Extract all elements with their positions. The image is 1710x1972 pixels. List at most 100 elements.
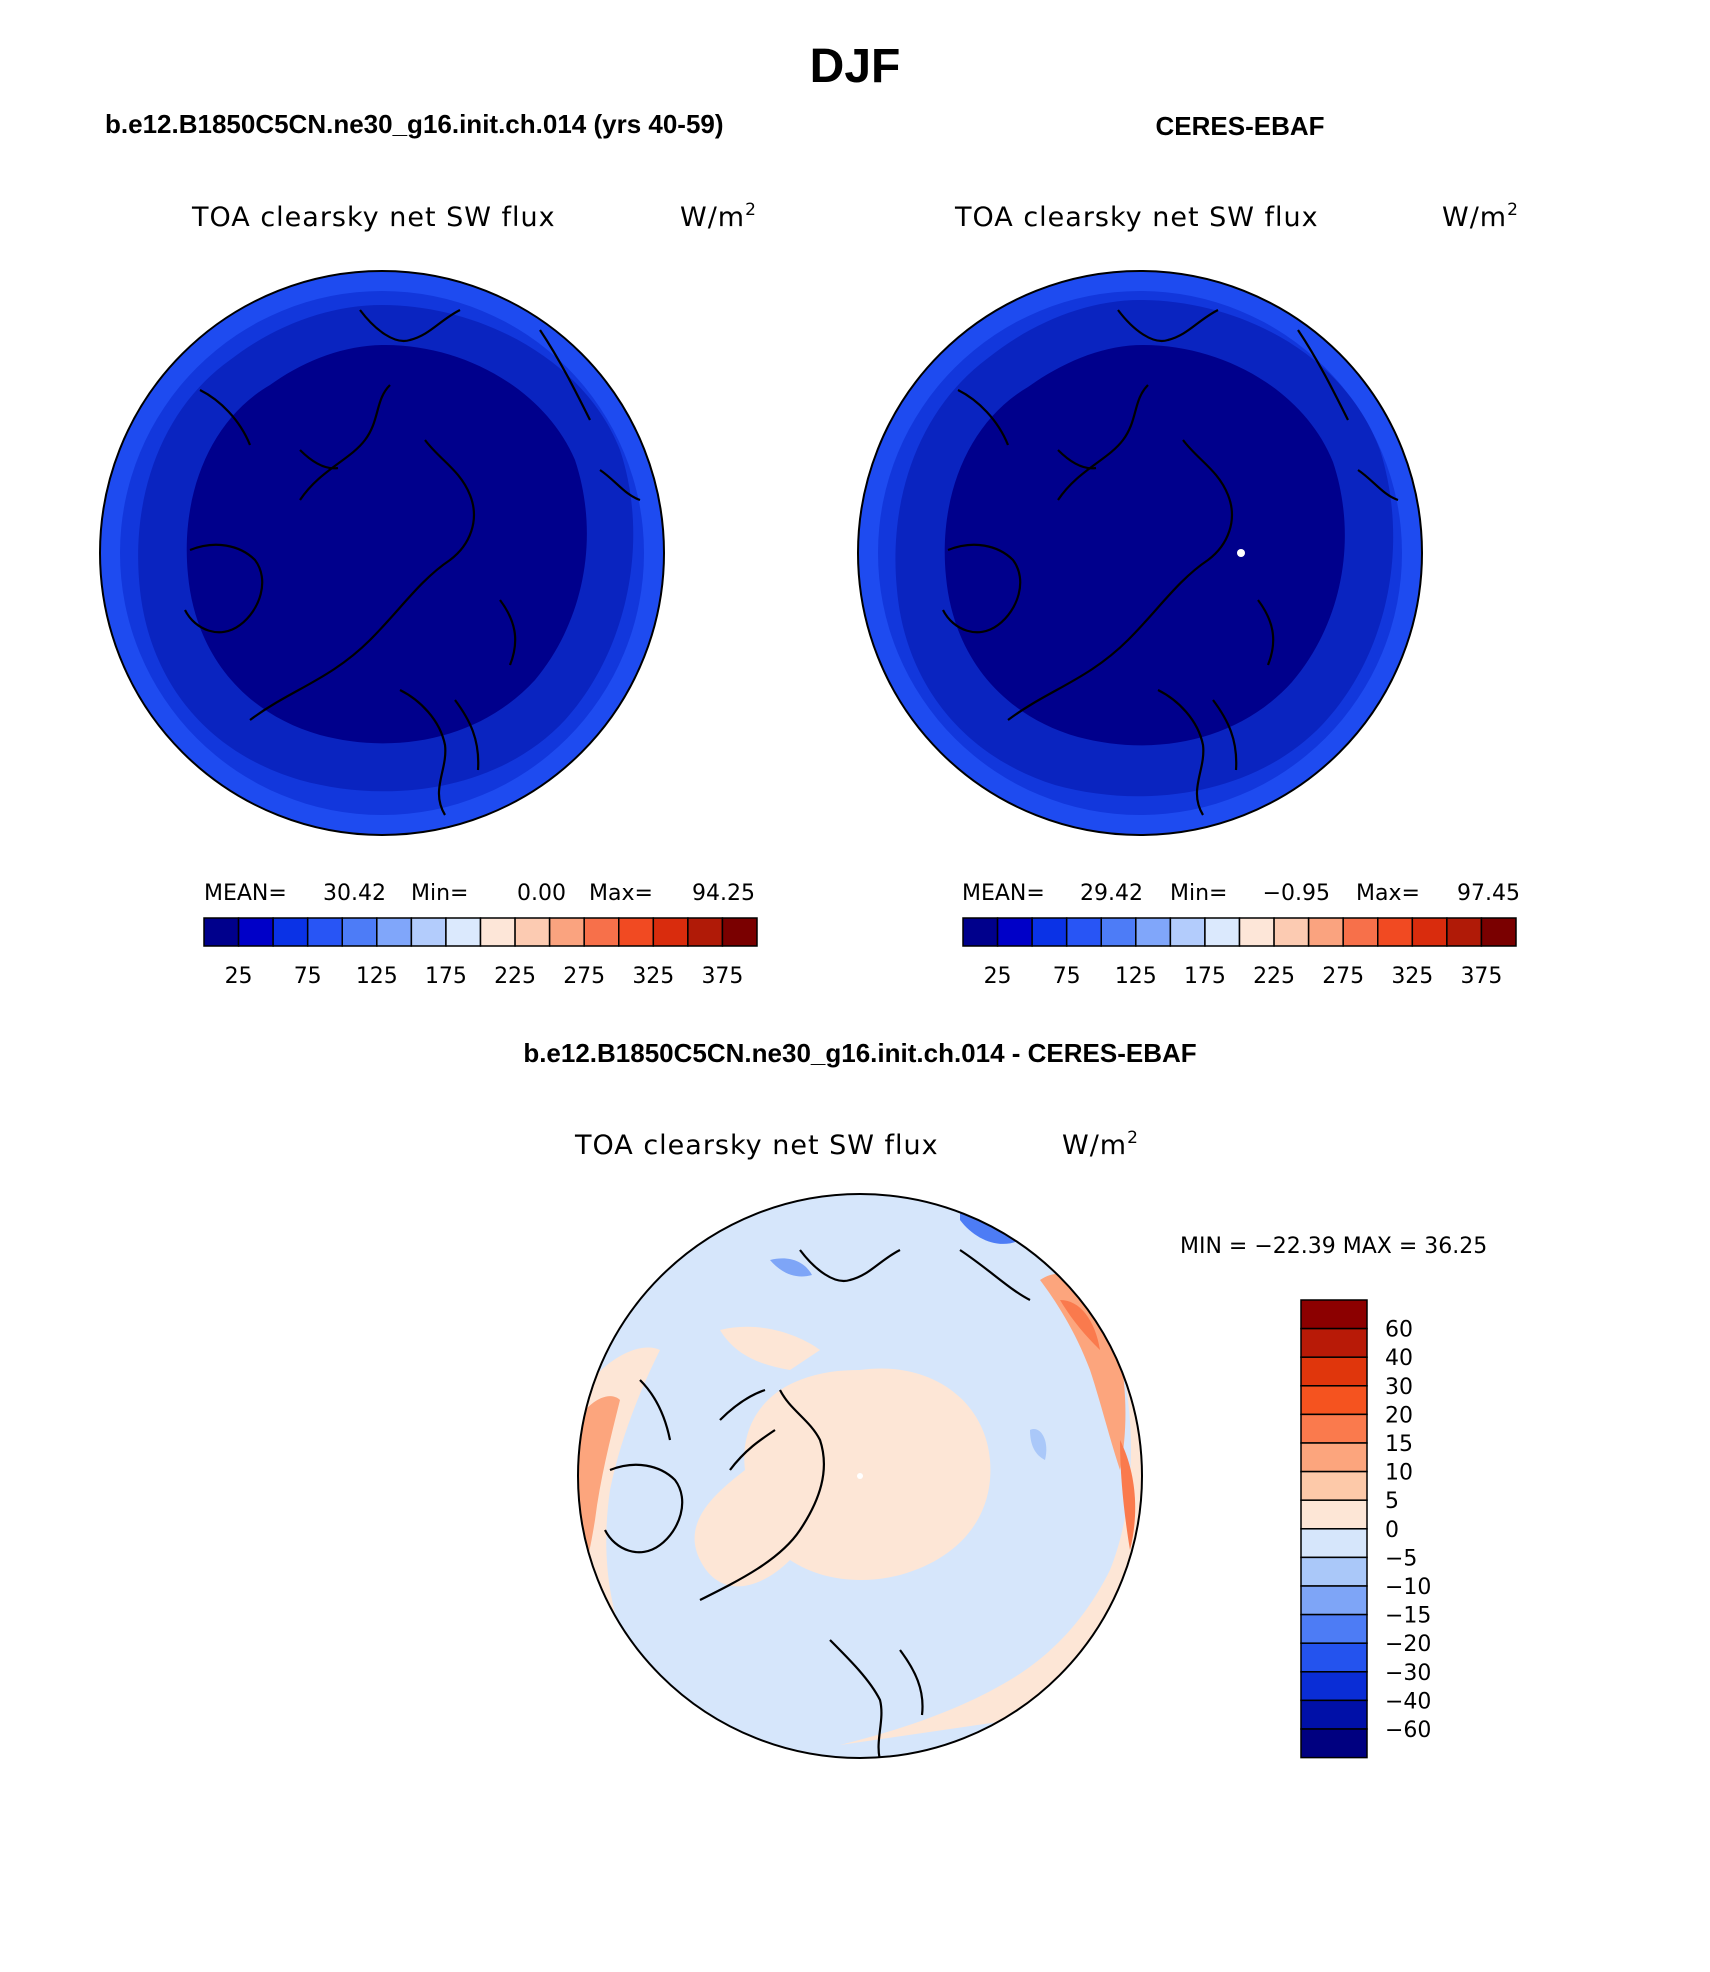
panel-obs-colorbar-swatch — [1480, 917, 1517, 947]
panel-model-units: W/m2 — [680, 200, 757, 233]
panel-difference-colorbar-label: 60 — [1385, 1318, 1413, 1343]
panel-difference-colorbar-swatch — [1300, 1442, 1368, 1473]
panel-obs-colorbar-tick-label: 175 — [1184, 964, 1226, 989]
panel-difference-colorbar-label: −60 — [1385, 1718, 1431, 1743]
panel-obs-colorbar-swatch — [1273, 917, 1310, 947]
panel-difference-colorbar-swatch — [1300, 1585, 1368, 1616]
panel-difference-colorbar-label: −20 — [1385, 1632, 1431, 1657]
panel-model-colorbar-tick-label: 175 — [425, 964, 467, 989]
panel-difference-title: b.e12.B1850C5CN.ne30_g16.init.ch.014 - C… — [523, 1038, 1196, 1068]
panel-model-colorbar-swatch — [514, 917, 551, 947]
panel-obs-colorbar-swatch — [1100, 917, 1137, 947]
panel-difference-colorbar-swatch — [1300, 1642, 1368, 1673]
panel-obs-colorbar-swatch — [1342, 917, 1379, 947]
panel-obs-units: W/m2 — [1442, 200, 1519, 233]
panel-obs-colorbar-tick-label: 275 — [1322, 964, 1364, 989]
panel-difference-colorbar-swatch — [1300, 1413, 1368, 1444]
panel-obs: CERES-EBAF TOA clearsky net SW flux W/m2… — [857, 111, 1520, 989]
panel-difference-colorbar-swatch — [1300, 1699, 1368, 1730]
panel-model-colorbar-swatch — [203, 917, 240, 947]
panel-obs-mean: 29.42 — [1080, 881, 1143, 906]
panel-model-colorbar-tick-label: 325 — [632, 964, 674, 989]
panel-difference-colorbar-swatch — [1300, 1671, 1368, 1702]
panel-obs-max-label: Max= — [1356, 881, 1420, 906]
panel-obs-colorbar-swatch — [1238, 917, 1275, 947]
panel-model-map-border — [99, 270, 665, 836]
panel-difference-colorbar-label: 40 — [1385, 1346, 1413, 1371]
panel-obs-colorbar-swatch — [962, 917, 999, 947]
panel-difference-colorbar-swatch — [1300, 1470, 1368, 1501]
panel-model-colorbar: 25 75 125 175 225 275 325 375 — [203, 917, 758, 989]
panel-difference-colorbar-label: 0 — [1385, 1518, 1399, 1543]
season-title: DJF — [810, 40, 901, 93]
panel-difference-map-border — [577, 1193, 1143, 1759]
panel-obs-min: −0.95 — [1263, 881, 1330, 906]
panel-model-colorbar-tick-label: 375 — [701, 964, 743, 989]
panel-difference-colorbar-swatch — [1300, 1385, 1368, 1416]
panel-obs-colorbar-tick-label: 75 — [1053, 964, 1081, 989]
panel-difference-colorbar-swatch — [1300, 1728, 1368, 1759]
panel-difference-colorbar-label: −5 — [1385, 1546, 1417, 1571]
panel-obs-colorbar-swatch — [1031, 917, 1068, 947]
panel-difference-colorbar-swatch — [1300, 1499, 1368, 1530]
panel-obs-mean-label: MEAN= — [962, 881, 1045, 906]
panel-difference-colorbar-swatch — [1300, 1613, 1368, 1644]
panel-obs-map — [858, 271, 1422, 835]
panel-difference-variable: TOA clearsky net SW flux — [574, 1130, 939, 1161]
panel-obs-colorbar-swatch — [1307, 917, 1344, 947]
panel-obs-colorbar-swatch — [1204, 917, 1241, 947]
panel-model-colorbar-swatch — [652, 917, 689, 947]
panel-model-max-label: Max= — [589, 881, 653, 906]
panel-difference-colorbar-label: −30 — [1385, 1661, 1431, 1686]
panel-model-variable: TOA clearsky net SW flux — [191, 202, 556, 233]
panel-obs-variable: TOA clearsky net SW flux — [954, 202, 1319, 233]
panel-obs-colorbar-tick-label: 125 — [1115, 964, 1157, 989]
panel-model-colorbar-tick-label: 225 — [494, 964, 536, 989]
panel-difference-colorbar-label: 15 — [1385, 1432, 1413, 1457]
panel-model: b.e12.B1850C5CN.ne30_g16.init.ch.014 (yr… — [99, 109, 758, 989]
panel-obs-min-label: Min= — [1170, 881, 1227, 906]
panel-difference-colorbar-label: 5 — [1385, 1489, 1399, 1514]
panel-obs-colorbar-swatch — [1169, 917, 1206, 947]
panel-difference-colorbar-swatch — [1300, 1356, 1368, 1387]
panel-obs-map-border — [857, 270, 1423, 836]
panel-difference-units: W/m2 — [1062, 1128, 1139, 1161]
panel-obs-colorbar-swatch — [1135, 917, 1172, 947]
panel-difference-coastlines — [604, 1249, 1031, 1758]
panel-difference-minmax: MIN = −22.39 MAX = 36.25 — [1180, 1234, 1487, 1259]
panel-difference-colorbar-label: 10 — [1385, 1461, 1413, 1486]
panel-model-mean-label: MEAN= — [204, 881, 287, 906]
panel-obs-colorbar-swatch — [996, 917, 1033, 947]
panel-difference-colorbar-label: 30 — [1385, 1375, 1413, 1400]
panel-model-colorbar-tick-label: 25 — [225, 964, 253, 989]
panel-model-colorbar-swatch — [618, 917, 655, 947]
panel-model-colorbar-swatch — [479, 917, 516, 947]
panel-model-min: 0.00 — [517, 881, 566, 906]
panel-model-colorbar-swatch — [548, 917, 585, 947]
panel-obs-colorbar-tick-label: 375 — [1460, 964, 1502, 989]
panel-model-colorbar-swatch — [272, 917, 309, 947]
panel-obs-max: 97.45 — [1457, 881, 1520, 906]
panel-model-colorbar-swatch — [583, 917, 620, 947]
panel-obs-colorbar-tick-label: 25 — [984, 964, 1012, 989]
panel-difference-colorbar-label: −15 — [1385, 1604, 1431, 1629]
panel-obs-colorbar-swatch — [1411, 917, 1448, 947]
panel-obs-title: CERES-EBAF — [1155, 111, 1324, 141]
panel-difference-colorbar-label: 20 — [1385, 1403, 1413, 1428]
panel-obs-colorbar: 25 75 125 175 225 275 325 375 — [962, 917, 1517, 989]
panel-difference-colorbar: 60 40 30 20 15 10 5 0 −5 −10 −15 −20 −30 −40 −60 — [1300, 1299, 1431, 1759]
panel-model-colorbar-swatch — [410, 917, 447, 947]
panel-difference-colorbar-label: −40 — [1385, 1689, 1431, 1714]
panel-difference: b.e12.B1850C5CN.ne30_g16.init.ch.014 - C… — [523, 1038, 1487, 1759]
panel-difference-colorbar-swatch — [1300, 1299, 1368, 1330]
panel-model-colorbar-swatch — [445, 917, 482, 947]
panel-difference-colorbar-swatch — [1300, 1528, 1368, 1559]
panel-model-max: 94.25 — [692, 881, 755, 906]
panel-model-colorbar-swatch — [341, 917, 378, 947]
panel-model-colorbar-swatch — [306, 917, 343, 947]
panel-model-colorbar-swatch — [687, 917, 724, 947]
panel-difference-colorbar-label: −10 — [1385, 1575, 1431, 1600]
panel-model-colorbar-swatch — [376, 917, 413, 947]
panel-difference-colorbar-swatch — [1300, 1556, 1368, 1587]
